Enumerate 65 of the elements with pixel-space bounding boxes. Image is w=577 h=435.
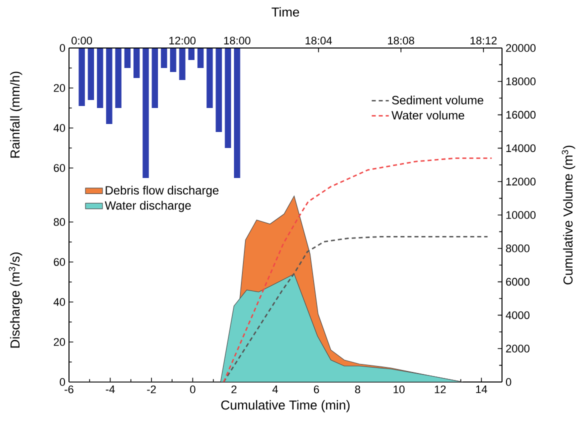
bar bbox=[216, 48, 222, 132]
bar bbox=[188, 48, 195, 60]
x-tick-label: -4 bbox=[106, 386, 115, 394]
y2-tick-label: 10000 bbox=[506, 211, 536, 219]
y2-tick-label: 2000 bbox=[506, 344, 530, 352]
bar bbox=[106, 48, 112, 124]
bar bbox=[124, 48, 131, 68]
y2-tick-label: 4000 bbox=[506, 311, 530, 320]
bar bbox=[78, 48, 85, 106]
y2-tick-label: 14000 bbox=[506, 144, 536, 152]
y-tick-label: 60 bbox=[54, 164, 66, 172]
bar bbox=[224, 48, 232, 148]
bar bbox=[206, 48, 213, 108]
y-tick-label: 20 bbox=[54, 84, 66, 92]
bar bbox=[142, 48, 149, 178]
y2-tick-label: 12000 bbox=[506, 178, 536, 186]
y2-tick-label: 6000 bbox=[506, 278, 530, 286]
y2-tick-label: 20000 bbox=[506, 44, 536, 52]
x2-tick-label: 18:08 bbox=[388, 36, 414, 44]
x-tick-label: 12:00 bbox=[169, 36, 196, 44]
x-tick-label: 10 bbox=[394, 386, 405, 394]
x2-tick-label: 18:12 bbox=[470, 36, 497, 44]
x-tick-label: -6 bbox=[64, 386, 74, 394]
bar bbox=[88, 48, 94, 100]
y-tick-label: 20 bbox=[54, 338, 66, 346]
y-axis-title: Discharge (m$^{3}$/s) bbox=[8, 252, 22, 348]
x2-tick-label: 18:04 bbox=[306, 36, 332, 44]
bar bbox=[170, 48, 176, 72]
line-series bbox=[222, 158, 492, 382]
legend-label: Sediment volume bbox=[392, 96, 484, 104]
x-axis-title: Cumulative Time (min) bbox=[221, 400, 350, 412]
bar bbox=[179, 48, 186, 80]
y-tick-label: 60 bbox=[54, 258, 66, 266]
x-tick-label: 12 bbox=[434, 386, 446, 394]
y-tick-label: 40 bbox=[54, 298, 66, 306]
bar bbox=[115, 48, 122, 108]
x-tick-label: -2 bbox=[147, 386, 156, 394]
bar bbox=[234, 48, 240, 178]
x-tick-label: 0 bbox=[190, 386, 196, 394]
y2-tick-label: 18000 bbox=[506, 78, 536, 86]
bar bbox=[96, 48, 104, 108]
x-tick-label: 14 bbox=[476, 386, 488, 394]
x2-axis-title: Time bbox=[272, 7, 300, 17]
x-tick-label: 0:00 bbox=[72, 36, 92, 44]
bar bbox=[197, 48, 204, 68]
bar bbox=[133, 48, 140, 78]
y2-axis-title: Cumulative Volume (m$^{3}$) bbox=[562, 146, 576, 284]
y-tick-label: 80 bbox=[54, 218, 66, 226]
x-tick-label: 8 bbox=[355, 386, 360, 394]
x-tick-label: 6 bbox=[314, 386, 319, 394]
y2-tick-label: 16000 bbox=[506, 110, 536, 119]
legend-label: Debris flow discharge bbox=[106, 186, 218, 197]
x-tick-label: 2 bbox=[231, 386, 236, 394]
bar bbox=[152, 48, 158, 108]
y2-tick-label: 0 bbox=[506, 378, 512, 386]
bar bbox=[160, 48, 168, 68]
x-tick-label: 4 bbox=[272, 386, 278, 394]
y-axis-title: Rainfall (mm/h) bbox=[10, 72, 22, 158]
y2-tick-label: 8000 bbox=[506, 244, 530, 252]
y-tick-label: 0 bbox=[60, 378, 66, 386]
legend-label: Water volume bbox=[392, 110, 464, 120]
y-tick-label: 0 bbox=[60, 44, 66, 52]
legend-label: Water discharge bbox=[104, 200, 191, 212]
y-tick-label: 40 bbox=[54, 124, 66, 132]
x-tick-label: 18:00 bbox=[224, 36, 250, 44]
